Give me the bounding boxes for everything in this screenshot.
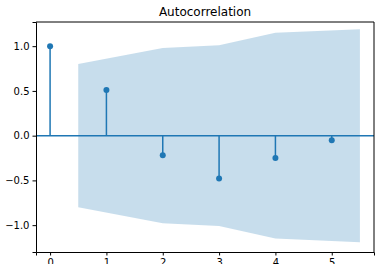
marker [103,87,109,93]
y-tick-label: 1.0 [14,41,30,52]
x-tick: 4 [273,252,279,264]
x-tick-label: 5 [329,257,335,264]
marker [329,137,335,143]
y-tick: 0.5 [14,86,36,97]
frame-right [374,22,375,252]
y-tick-mark [33,225,37,226]
y-tick: −0.5 [5,175,36,186]
y-tick-mark [33,136,37,137]
y-axis: −1.0 −0.5 0.0 0.5 1.0 [5,23,36,253]
y-tick-mark [33,91,37,92]
x-tick-mark [163,252,164,256]
marker [216,176,222,182]
x-tick-label: 1 [104,257,110,264]
y-tick: 0.0 [14,130,36,141]
stem [106,90,108,136]
x-tick: 0 [47,252,53,264]
stem [49,46,51,135]
x-tick-mark [219,252,220,256]
y-axis-line [33,23,37,253]
title: Autocorrelation [159,5,251,19]
frame-top [36,22,374,23]
x-axis-line [37,253,375,256]
x-tick-mark [106,252,107,256]
plot-area: 0 1 2 3 4 5 −1.0 −0.5 0.0 0.5 1.0 [5,22,374,264]
x-tick-label: 2 [160,257,166,264]
x-tick-mark [332,252,333,256]
marker [160,152,166,158]
y-tick-label: 0.0 [14,130,30,141]
x-tick: 2 [160,252,166,264]
x-tick-label: 0 [47,257,53,264]
marker [47,43,53,49]
x-axis: 0 1 2 3 4 5 [37,252,375,264]
y-tick: −1.0 [5,220,36,231]
x-tick-label: 3 [216,257,222,264]
x-tick: 3 [216,252,222,264]
y-tick-label: −0.5 [5,175,29,186]
y-tick-mark [33,180,37,181]
stem [218,136,220,179]
y-tick-label: −1.0 [5,220,29,231]
x-tick: 1 [104,252,110,264]
y-tick-mark [33,46,37,47]
zero-line [36,135,374,137]
marks [36,29,374,242]
stem [275,136,277,158]
x-tick-mark [275,252,276,256]
y-tick: 1.0 [14,41,36,52]
chart: 0 1 2 3 4 5 −1.0 −0.5 0.0 0.5 1.0 Autocorrelation [0,0,380,264]
x-tick-label: 4 [273,257,279,264]
x-tick: 5 [329,252,335,264]
y-tick-label: 0.5 [14,86,30,97]
x-tick-mark [50,252,51,256]
marker [272,155,278,161]
